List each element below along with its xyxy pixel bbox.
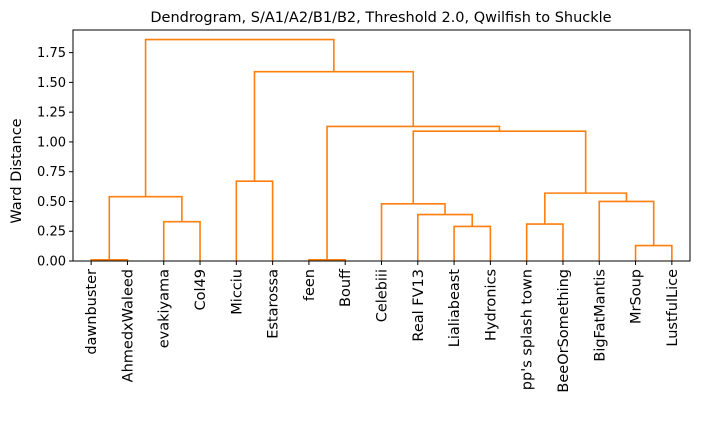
leaf-label: evakiyama: [157, 269, 173, 348]
y-tick-label: 1.75: [37, 46, 66, 61]
dendrogram-link: [416, 213, 474, 261]
dendrogram-link: [453, 225, 492, 261]
dendrogram-link: [235, 180, 274, 261]
leaf-label: pp's splash town: [520, 269, 536, 390]
leaf-label: AhmedxWaleed: [120, 269, 136, 382]
y-axis-label: Ward Distance: [9, 118, 25, 223]
leaf-label: Micciu: [229, 269, 245, 315]
plot-frame: [72, 29, 691, 262]
y-tick-label: 0.75: [37, 165, 66, 180]
y-tick-label: 1.00: [37, 135, 66, 150]
dendrogram-link: [144, 38, 335, 197]
y-tick-label: 1.25: [37, 106, 66, 121]
chart-title: Dendrogram, S/A1/A2/B1/B2, Threshold 2.0…: [150, 10, 611, 26]
leaf-label: Hydronics: [483, 269, 499, 341]
leaf-label: LustfulLice: [665, 269, 681, 347]
dendrogram-link: [634, 244, 673, 261]
leaf-label: feen: [302, 269, 318, 301]
leaf-label: Col49: [193, 269, 209, 310]
leaf-label: Lialiabeast: [447, 269, 463, 348]
y-tick-label: 0.25: [37, 225, 66, 240]
dendrogram-link: [108, 195, 183, 260]
dendrogram-link: [544, 192, 628, 225]
dendrogram-link: [162, 220, 201, 261]
y-tick-label: 0.50: [37, 195, 66, 210]
y-axis-ticks: 0.00 0.25 0.50 0.75 1.00 1.25 1.50 1.75: [37, 46, 73, 270]
y-tick-label: 0.00: [37, 255, 66, 270]
leaf-label: BigFatMantis: [592, 269, 608, 362]
dendrogram-link: [253, 70, 415, 182]
leaf-label: Bouff: [338, 268, 354, 307]
dendrogram-link: [525, 223, 564, 261]
y-tick-label: 1.50: [37, 76, 66, 91]
leaf-label: BeeOrSomething: [556, 269, 572, 393]
dendrogram-links: [90, 38, 673, 261]
leaf-label: MrSoup: [629, 269, 645, 324]
dendrogram-link: [598, 200, 655, 261]
leaf-label: Real FV13: [411, 269, 427, 342]
dendrogram-link: [380, 203, 446, 261]
x-axis-ticks: dawnbuster AhmedxWaleed evakiyama Col49 Micc…: [84, 261, 681, 393]
leaf-label: Celebiii: [375, 269, 391, 322]
leaf-label: Estarossa: [266, 269, 282, 339]
leaf-label: dawnbuster: [84, 269, 100, 355]
